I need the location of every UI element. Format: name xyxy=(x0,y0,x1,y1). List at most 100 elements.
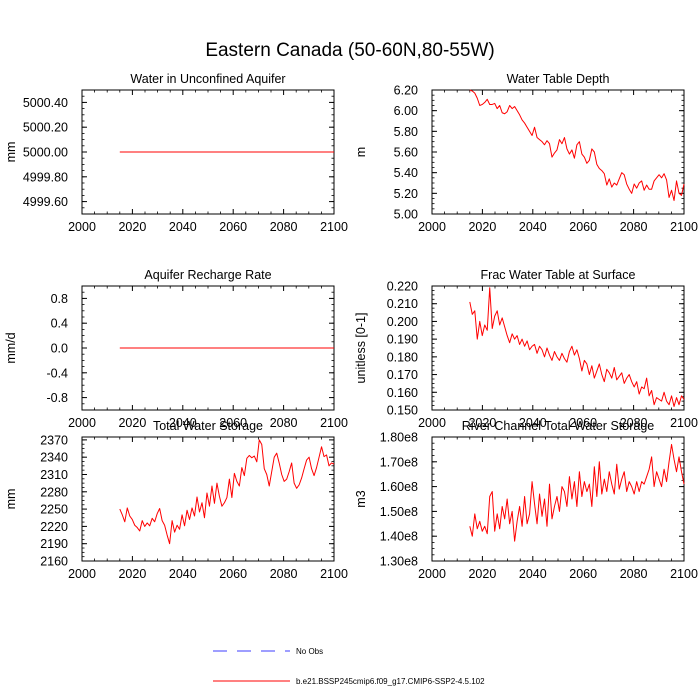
x-tick-label: 2020 xyxy=(468,416,496,430)
x-tick-label: 2080 xyxy=(270,220,298,234)
x-tick-label: 2040 xyxy=(519,567,547,581)
x-tick-label: 2000 xyxy=(418,220,446,234)
y-tick-label: 5.40 xyxy=(394,166,418,180)
y-axis-label: m3 xyxy=(354,490,368,507)
series-line xyxy=(469,89,685,202)
x-tick-label: 2060 xyxy=(219,567,247,581)
y-tick-label: -0.4 xyxy=(46,366,68,380)
chart-panel-aquifer-recharge-rate: Aquifer Recharge Rate 2000 2020 2040 2060 208… xyxy=(4,268,348,430)
x-tick-label: 2060 xyxy=(569,567,597,581)
y-tick-label: 2370 xyxy=(40,433,68,447)
legend-obs-label: No Obs xyxy=(296,647,323,656)
y-tick-label: 0.210 xyxy=(387,297,418,311)
y-tick-label: 1.30e8 xyxy=(380,555,418,569)
y-tick-label: 1.60e8 xyxy=(380,480,418,494)
x-tick-label: 2040 xyxy=(519,416,547,430)
y-tick-label: 2310 xyxy=(40,468,68,482)
y-tick-label: 0.170 xyxy=(387,368,418,382)
x-tick-label: 2020 xyxy=(468,567,496,581)
y-tick-label: 6.00 xyxy=(394,104,418,118)
y-tick-label: 5.80 xyxy=(394,125,418,139)
y-tick-label: 5.20 xyxy=(394,187,418,201)
y-tick-label: 1.40e8 xyxy=(380,530,418,544)
y-tick-label: 2190 xyxy=(40,537,68,551)
x-tick-label: 2020 xyxy=(118,220,146,234)
chart-panel-frac-water-table-at-surface: Frac Water Table at Surface 2000 2020 2040 2… xyxy=(354,268,698,430)
y-tick-label: 5.60 xyxy=(394,146,418,160)
series-line xyxy=(119,439,335,545)
x-tick-label: 2060 xyxy=(569,416,597,430)
x-tick-label: 2020 xyxy=(468,220,496,234)
chart-panel-water-table-depth: Water Table Depth 2000 2020 2040 2060 2080 210… xyxy=(354,72,698,234)
y-tick-label: 5.00 xyxy=(394,208,418,222)
y-axis-label: mm xyxy=(4,489,18,510)
x-tick-label: 2040 xyxy=(519,220,547,234)
y-tick-label: 0.180 xyxy=(387,350,418,364)
x-tick-label: 2000 xyxy=(418,567,446,581)
legend: No Obs b.e21.BSSP245cmip6.f09_g17.CMIP6-… xyxy=(213,647,485,686)
y-axis-label: m xyxy=(354,147,368,157)
series-line xyxy=(469,287,685,407)
y-tick-label: 1.80e8 xyxy=(380,431,418,445)
x-tick-label: 2040 xyxy=(169,416,197,430)
y-tick-label: 0.200 xyxy=(387,315,418,329)
x-tick-label: 2040 xyxy=(169,567,197,581)
x-tick-label: 2000 xyxy=(68,567,96,581)
chart-panel-river-channel-total-water-storage: River Channel Total Water Storage 2000 202… xyxy=(354,419,698,581)
x-tick-label: 2060 xyxy=(219,220,247,234)
legend-model-label: b.e21.BSSP245cmip6.f09_g17.CMIP6-SSP2-4.… xyxy=(296,677,485,686)
x-tick-label: 2080 xyxy=(620,416,648,430)
chart-panel-total-water-storage: Total Water Storage 2000 2020 2040 2060 2080 2… xyxy=(4,419,348,581)
y-tick-label: 4999.80 xyxy=(23,170,68,184)
x-tick-label: 2000 xyxy=(68,220,96,234)
y-tick-label: 0.8 xyxy=(51,292,68,306)
y-tick-label: 2220 xyxy=(40,520,68,534)
plot-frame xyxy=(431,436,685,562)
y-axis-label: mm xyxy=(4,142,18,163)
y-tick-label: 0.0 xyxy=(51,342,68,356)
y-tick-label: 5000.00 xyxy=(23,146,68,160)
x-tick-label: 2100 xyxy=(670,220,698,234)
y-axis-label: unitless [0-1] xyxy=(354,313,368,384)
y-tick-label: 0.190 xyxy=(387,333,418,347)
y-tick-label: 2250 xyxy=(40,503,68,517)
plot-frame xyxy=(431,285,685,411)
y-tick-label: -0.8 xyxy=(46,391,68,405)
y-tick-label: 0.150 xyxy=(387,404,418,418)
chart-title: Water Table Depth xyxy=(507,72,610,86)
x-tick-label: 2100 xyxy=(320,416,348,430)
y-tick-label: 2160 xyxy=(40,555,68,569)
x-tick-label: 2000 xyxy=(418,416,446,430)
chart-title: Water in Unconfined Aquifer xyxy=(130,72,285,86)
y-tick-label: 6.20 xyxy=(394,84,418,98)
plot-frame xyxy=(431,89,685,215)
y-axis-label: mm/d xyxy=(4,332,18,363)
y-tick-label: 0.160 xyxy=(387,386,418,400)
x-tick-label: 2080 xyxy=(270,567,298,581)
y-tick-label: 0.4 xyxy=(51,317,68,331)
y-tick-label: 1.70e8 xyxy=(380,455,418,469)
x-tick-label: 2100 xyxy=(670,567,698,581)
x-tick-label: 2020 xyxy=(118,567,146,581)
y-tick-label: 2340 xyxy=(40,451,68,465)
y-tick-label: 5000.20 xyxy=(23,121,68,135)
y-tick-label: 4999.60 xyxy=(23,195,68,209)
panels: Water in Unconfined Aquifer 2000 2020 2040 2… xyxy=(4,72,698,581)
chart-title: Total Water Storage xyxy=(153,419,263,433)
x-tick-label: 2000 xyxy=(68,416,96,430)
y-tick-label: 2280 xyxy=(40,485,68,499)
x-tick-label: 2100 xyxy=(670,416,698,430)
y-tick-label: 5000.40 xyxy=(23,96,68,110)
x-tick-label: 2080 xyxy=(270,416,298,430)
x-tick-label: 2080 xyxy=(620,220,648,234)
x-tick-label: 2020 xyxy=(118,416,146,430)
chart-title: Aquifer Recharge Rate xyxy=(144,268,271,282)
y-tick-label: 0.220 xyxy=(387,280,418,294)
series-line xyxy=(469,443,685,542)
x-tick-label: 2060 xyxy=(569,220,597,234)
chart-title: River Channel Total Water Storage xyxy=(462,419,655,433)
x-tick-label: 2100 xyxy=(320,220,348,234)
x-tick-label: 2100 xyxy=(320,567,348,581)
main-title: Eastern Canada (50-60N,80-55W) xyxy=(205,40,494,61)
